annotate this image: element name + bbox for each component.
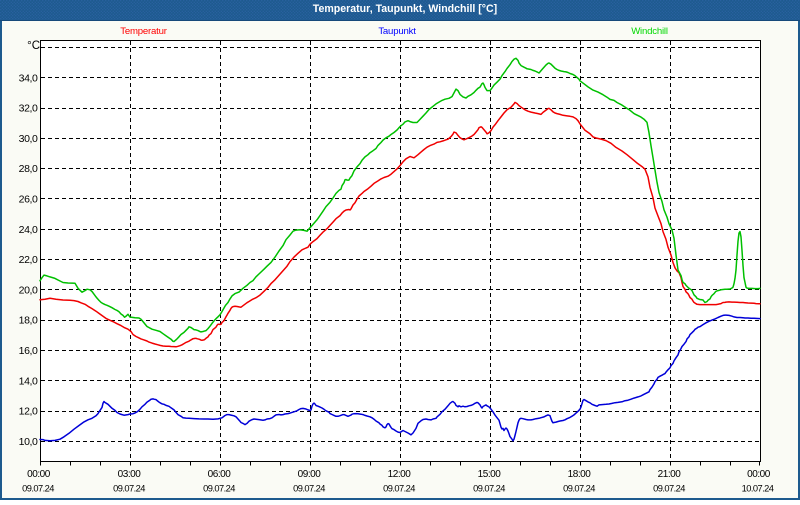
svg-text:03:00: 03:00	[118, 469, 142, 480]
svg-text:09.07.24: 09.07.24	[203, 484, 235, 494]
svg-text:12,0: 12,0	[19, 406, 38, 418]
svg-text:Taupunkt: Taupunkt	[378, 26, 416, 37]
svg-text:Windchill: Windchill	[631, 26, 668, 37]
svg-text:09.07.24: 09.07.24	[113, 484, 145, 494]
svg-text:15:00: 15:00	[478, 469, 502, 480]
svg-text:24,0: 24,0	[19, 224, 38, 236]
svg-text:18,0: 18,0	[19, 315, 38, 327]
svg-text:20,0: 20,0	[19, 284, 38, 296]
svg-text:°C: °C	[27, 40, 40, 52]
svg-text:09.07.24: 09.07.24	[473, 484, 505, 494]
svg-text:00:00: 00:00	[27, 469, 51, 480]
svg-text:12:00: 12:00	[388, 469, 412, 480]
svg-text:09.07.24: 09.07.24	[563, 484, 595, 494]
svg-text:09.07.24: 09.07.24	[383, 484, 415, 494]
svg-text:Temperatur, Taupunkt, Windchil: Temperatur, Taupunkt, Windchill [°C]	[313, 3, 497, 15]
svg-text:Temperatur: Temperatur	[120, 26, 168, 37]
svg-text:30,0: 30,0	[19, 133, 38, 145]
svg-text:09.07.24: 09.07.24	[22, 484, 54, 494]
svg-text:18:00: 18:00	[568, 469, 592, 480]
svg-text:26,0: 26,0	[19, 194, 38, 206]
svg-text:28,0: 28,0	[19, 163, 38, 175]
svg-text:09:00: 09:00	[298, 469, 322, 480]
svg-text:00:00: 00:00	[747, 469, 771, 480]
svg-text:22,0: 22,0	[19, 254, 38, 266]
svg-text:09.07.24: 09.07.24	[293, 484, 325, 494]
svg-text:10.07.24: 10.07.24	[742, 484, 774, 494]
svg-text:21:00: 21:00	[658, 469, 682, 480]
svg-text:34,0: 34,0	[19, 72, 38, 84]
svg-text:09.07.24: 09.07.24	[653, 484, 685, 494]
svg-text:06:00: 06:00	[208, 469, 232, 480]
svg-text:14,0: 14,0	[19, 375, 38, 387]
svg-text:10,0: 10,0	[19, 436, 38, 448]
svg-text:16,0: 16,0	[19, 345, 38, 357]
svg-text:32,0: 32,0	[19, 103, 38, 115]
